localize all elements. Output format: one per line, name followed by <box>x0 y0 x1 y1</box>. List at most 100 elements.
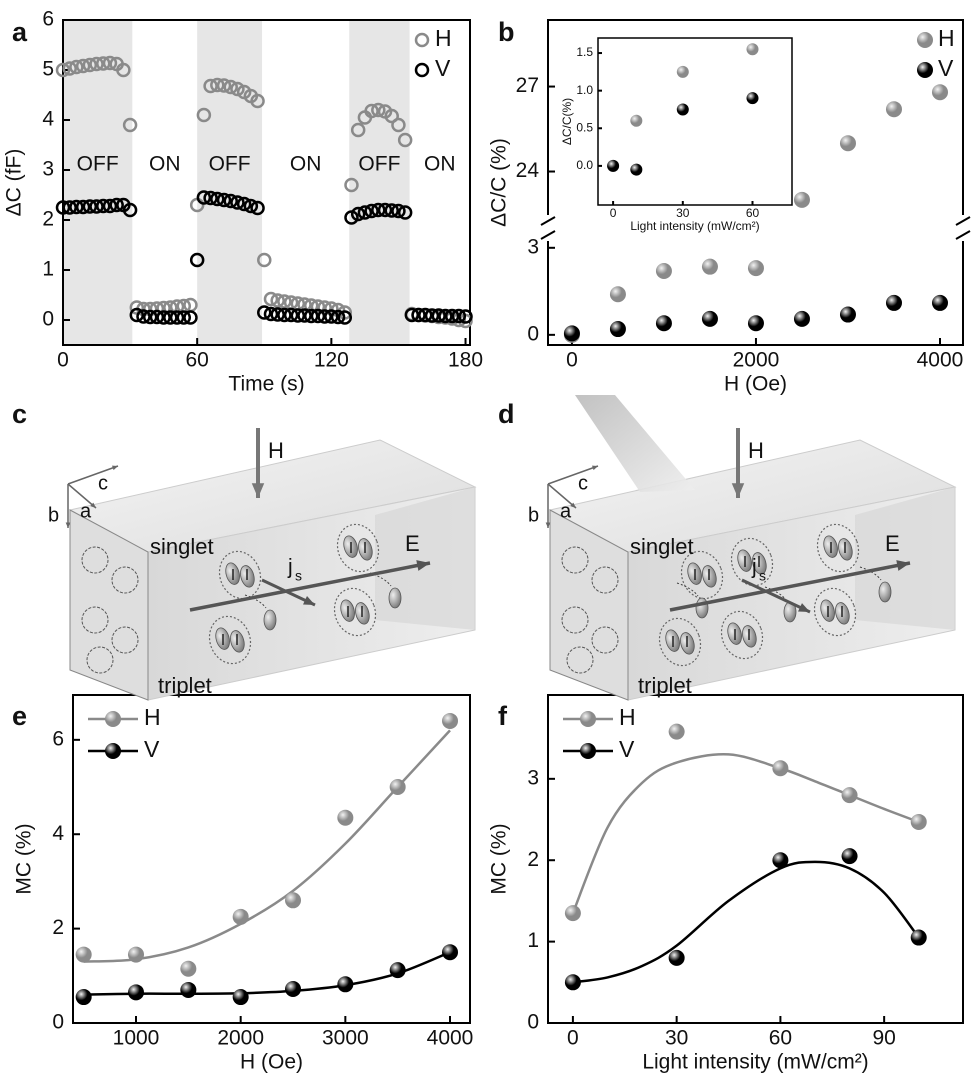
data-point <box>277 294 292 309</box>
data-point <box>303 308 319 324</box>
data-point <box>283 307 299 323</box>
axis-c-label: c <box>578 472 588 494</box>
triplet-label: triplet <box>638 673 692 698</box>
arrow-head <box>570 502 576 508</box>
data-point <box>122 117 138 133</box>
panel-letter: b <box>498 17 515 47</box>
data-point <box>230 195 245 210</box>
data-point <box>210 77 225 93</box>
data-point <box>62 200 77 215</box>
y-tick-label: 0 <box>42 308 54 331</box>
data-point <box>931 294 948 311</box>
lattice-cage <box>81 546 109 574</box>
x-tick-label: 90 <box>872 1026 895 1049</box>
data-point <box>391 203 406 219</box>
data-point <box>196 190 212 205</box>
arrow-shaft <box>547 483 577 509</box>
panel-letter: f <box>498 701 508 731</box>
data-point <box>230 81 245 97</box>
spin-pair <box>333 587 377 637</box>
data-point <box>203 78 218 94</box>
data-point <box>839 135 856 152</box>
panel-letter: d <box>498 399 515 429</box>
panel-letter: a <box>12 17 28 47</box>
data-point <box>310 299 326 314</box>
spin-pair <box>680 550 724 600</box>
data-point <box>442 944 459 961</box>
data-point <box>89 56 104 72</box>
spin <box>263 609 277 631</box>
x-axis-label: Time (s) <box>228 373 304 396</box>
data-point <box>931 84 948 101</box>
data-point <box>128 984 145 1001</box>
spin-pair <box>813 587 857 637</box>
annotation: ON <box>149 153 181 176</box>
data-point <box>563 325 580 342</box>
data-point <box>109 197 124 213</box>
spin <box>388 587 402 609</box>
data-point <box>257 252 272 268</box>
data-point <box>701 258 718 275</box>
x-tick-label: 4000 <box>917 348 964 371</box>
x-tick-label: 30 <box>676 206 690 220</box>
data-point <box>337 976 354 993</box>
chart-panel: 1000 2000 3000 4000 0 2 4 6 HV H (Oe) MC (%) e <box>12 694 473 1074</box>
y-tick-label: 4 <box>42 108 54 131</box>
data-point <box>183 310 198 325</box>
data-point <box>250 200 265 216</box>
singlet-label: singlet <box>630 534 694 559</box>
data-point <box>236 196 252 212</box>
x-tick-label: 1000 <box>113 1026 160 1049</box>
y-tick-label: 1.0 <box>576 83 593 97</box>
data-point <box>75 199 91 215</box>
data-point <box>910 929 927 946</box>
data-point <box>196 107 212 123</box>
annotation: ON <box>290 153 322 176</box>
triplet-label: triplet <box>158 673 212 698</box>
y-axis-label: MC (%) <box>488 823 511 894</box>
data-point <box>418 307 433 323</box>
arrow-head <box>112 465 118 471</box>
data-point <box>330 309 346 325</box>
data-point <box>397 205 413 220</box>
data-point <box>243 198 259 214</box>
y-axis-label: ΔC (fF) <box>3 149 26 217</box>
data-point <box>668 723 685 740</box>
axis-break-mark <box>955 216 971 226</box>
data-point <box>129 307 145 323</box>
legend-label: V <box>938 55 954 81</box>
data-point <box>180 960 197 977</box>
data-point <box>216 78 232 93</box>
data-point <box>438 308 453 324</box>
data-point <box>189 252 205 268</box>
data-point <box>655 315 672 332</box>
data-point <box>263 306 279 322</box>
y-axis-label: ΔC/C (%) <box>488 138 511 227</box>
data-point <box>377 202 393 218</box>
panel-letter: c <box>12 399 27 429</box>
data-point <box>136 309 151 324</box>
data-point <box>310 308 326 324</box>
annotation: OFF <box>77 153 119 176</box>
data-point <box>176 310 192 325</box>
data-point <box>303 298 319 313</box>
x-tick-label: 2000 <box>217 1026 264 1049</box>
inset-background <box>598 38 792 205</box>
data-point <box>75 58 91 74</box>
legend-marker <box>580 711 596 727</box>
legend-label: H <box>144 704 161 730</box>
data-point <box>223 79 238 95</box>
annotation: OFF <box>358 153 400 176</box>
spin-pair <box>208 615 252 665</box>
data-point <box>75 946 92 963</box>
data-point <box>297 308 312 323</box>
arrow-head <box>416 560 430 571</box>
arrow-shaft <box>67 465 119 485</box>
data-point <box>389 962 406 979</box>
data-point <box>82 57 98 73</box>
data-point <box>746 43 759 56</box>
y-tick-label: 3 <box>527 766 539 789</box>
data-point <box>122 202 138 218</box>
plot-frame <box>597 37 793 206</box>
